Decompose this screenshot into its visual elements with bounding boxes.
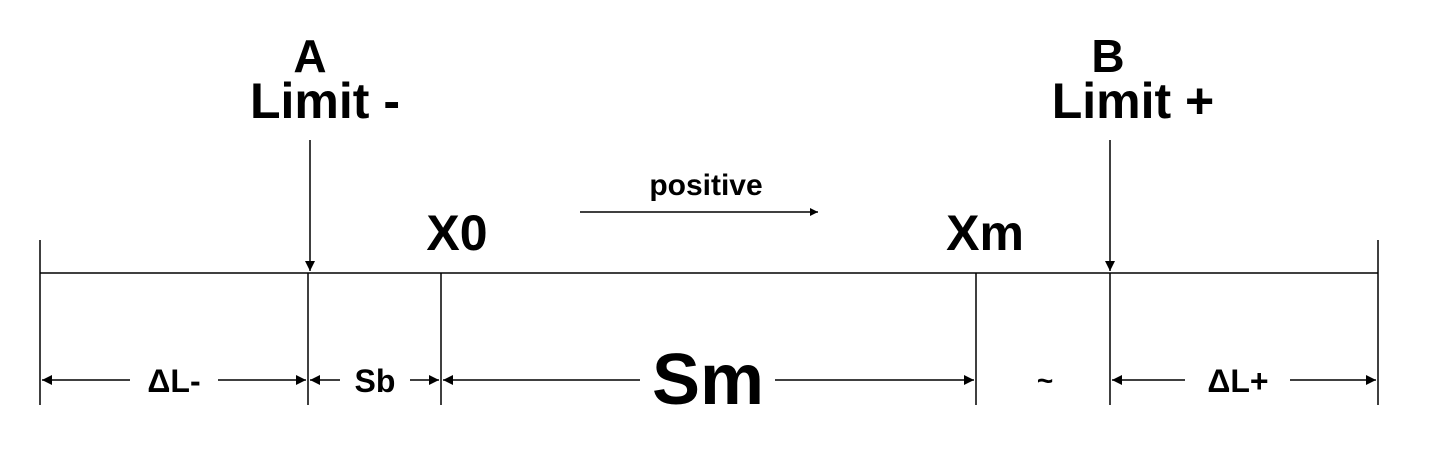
delta-l-minus-label: ΔL- bbox=[147, 363, 200, 399]
point-b-label: B bbox=[1091, 30, 1124, 82]
delta-l-plus-label: ΔL+ bbox=[1207, 363, 1268, 399]
gap-label: ~ bbox=[1037, 365, 1053, 396]
sb-label: Sb bbox=[355, 363, 396, 399]
x0-label: X0 bbox=[426, 205, 487, 261]
sm-label: Sm bbox=[652, 340, 764, 420]
xm-label: Xm bbox=[946, 205, 1024, 261]
limit-plus-label: Limit + bbox=[1052, 73, 1215, 129]
point-a-label: A bbox=[293, 30, 326, 82]
limit-minus-label: Limit - bbox=[250, 73, 400, 129]
positive-label: positive bbox=[649, 169, 762, 202]
